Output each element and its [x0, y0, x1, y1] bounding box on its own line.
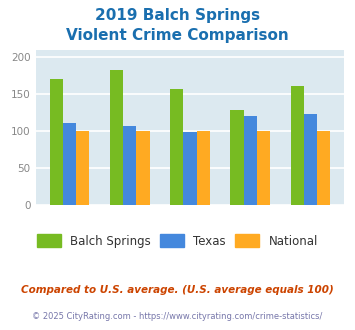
Legend: Balch Springs, Texas, National: Balch Springs, Texas, National [32, 229, 323, 252]
Text: 2019 Balch Springs: 2019 Balch Springs [95, 8, 260, 23]
Bar [170, 89, 183, 205]
Bar [317, 131, 330, 205]
Bar [230, 110, 244, 205]
Bar [304, 114, 317, 205]
Bar [110, 70, 123, 205]
Bar [244, 116, 257, 205]
Bar [123, 126, 136, 205]
Text: Compared to U.S. average. (U.S. average equals 100): Compared to U.S. average. (U.S. average … [21, 285, 334, 295]
Bar [50, 79, 63, 205]
Bar [183, 132, 197, 205]
Bar [136, 131, 149, 205]
Text: © 2025 CityRating.com - https://www.cityrating.com/crime-statistics/: © 2025 CityRating.com - https://www.city… [32, 312, 323, 321]
Bar [197, 131, 210, 205]
Bar [290, 86, 304, 205]
Bar [76, 131, 89, 205]
Text: Violent Crime Comparison: Violent Crime Comparison [66, 28, 289, 43]
Bar [63, 123, 76, 205]
Bar [257, 131, 270, 205]
